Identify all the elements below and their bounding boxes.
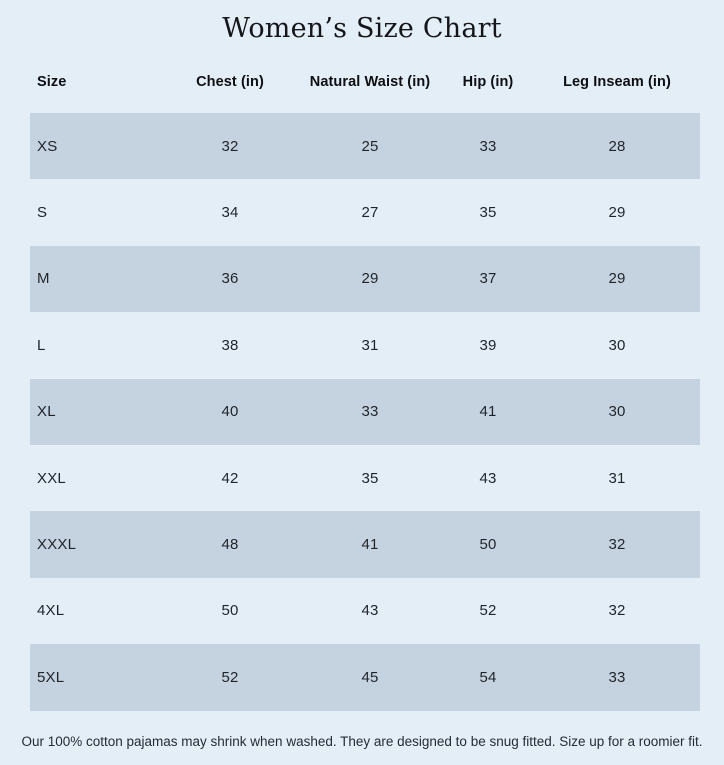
table-row: XXL 42 35 43 31: [30, 445, 700, 511]
header-cell: Natural Waist (in): [309, 73, 431, 90]
size-label-cell: XL: [37, 403, 56, 421]
measurement-cell: 36: [221, 270, 239, 288]
table-row: XS 32 25 33 28: [30, 113, 700, 180]
size-label-cell: S: [37, 204, 48, 222]
footnote-text: Our 100% cotton pajamas may shrink when …: [21, 734, 703, 749]
measurement-cell: 33: [361, 403, 379, 421]
measurement-cell: 52: [221, 668, 239, 686]
measurement-cell: 42: [221, 469, 239, 487]
measurement-cell: 31: [608, 469, 626, 487]
header-cell: Hip (in): [462, 73, 514, 90]
measurement-cell: 29: [608, 204, 626, 222]
measurement-cell: 54: [479, 668, 497, 686]
header-row: Size Chest (in) Natural Waist (in) Hip (in)…: [30, 50, 700, 113]
measurement-cell: 41: [361, 536, 379, 554]
measurement-cell: 32: [608, 536, 626, 554]
measurement-cell: 30: [608, 336, 626, 354]
measurement-cell: 32: [221, 137, 239, 155]
measurement-cell: 29: [608, 270, 626, 288]
size-label-cell: XXL: [37, 469, 66, 487]
measurement-cell: 35: [361, 469, 379, 487]
measurement-cell: 45: [361, 668, 379, 686]
size-label-cell: XS: [37, 137, 58, 155]
header-cell: Size: [37, 73, 67, 90]
measurement-cell: 34: [221, 204, 239, 222]
size-label-cell: M: [37, 270, 50, 288]
measurement-cell: 28: [608, 137, 626, 155]
measurement-cell: 50: [479, 536, 497, 554]
measurement-cell: 52: [479, 602, 497, 620]
header-cell: Leg Inseam (in): [563, 73, 671, 90]
measurement-cell: 43: [361, 602, 379, 620]
measurement-cell: 48: [221, 536, 239, 554]
table-row: XXXL 48 41 50 32: [30, 511, 700, 578]
table-row: S 34 27 35 29: [30, 179, 700, 245]
size-chart-table: Size Chest (in) Natural Waist (in) Hip (in)…: [30, 50, 700, 711]
measurement-cell: 50: [221, 602, 239, 620]
measurement-cell: 33: [608, 668, 626, 686]
header-cell: Chest (in): [196, 73, 264, 90]
measurement-cell: 33: [479, 137, 497, 155]
table-row: XL 40 33 41 30: [30, 378, 700, 445]
measurement-cell: 32: [608, 602, 626, 620]
size-label-cell: XXXL: [37, 536, 77, 554]
measurement-cell: 35: [479, 204, 497, 222]
measurement-cell: 31: [361, 336, 379, 354]
measurement-cell: 39: [479, 336, 497, 354]
measurement-cell: 29: [361, 270, 379, 288]
measurement-cell: 43: [479, 469, 497, 487]
measurement-cell: 27: [361, 204, 379, 222]
measurement-cell: 38: [221, 336, 239, 354]
table-row: 5XL 52 45 54 33: [30, 644, 700, 711]
table-row: L 38 31 39 30: [30, 312, 700, 378]
table-row: M 36 29 37 29: [30, 245, 700, 313]
measurement-cell: 40: [221, 403, 239, 421]
measurement-cell: 30: [608, 403, 626, 421]
page-title: Women’s Size Chart: [222, 13, 502, 44]
size-table-body: XS 32 25 33 28 S 34 27 35 29 M 36 29 37 29 L 38 31 39 30 XL 4…: [30, 113, 700, 711]
size-label-cell: L: [37, 336, 46, 354]
measurement-cell: 25: [361, 137, 379, 155]
size-label-cell: 4XL: [37, 602, 65, 620]
measurement-cell: 41: [479, 403, 497, 421]
table-row: 4XL 50 43 52 32: [30, 578, 700, 644]
measurement-cell: 37: [479, 270, 497, 288]
size-label-cell: 5XL: [37, 668, 65, 686]
